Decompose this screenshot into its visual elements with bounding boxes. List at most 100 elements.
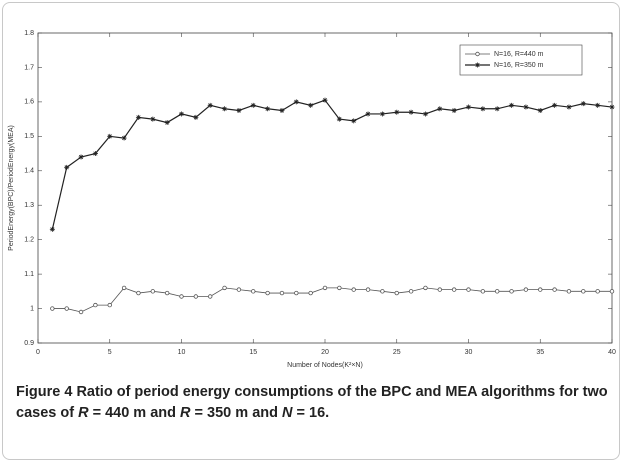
marker (365, 287, 371, 292)
marker (236, 108, 242, 113)
caption-text: = 440 m and (88, 405, 181, 421)
marker (121, 285, 127, 291)
marker (179, 294, 184, 299)
x-tick-label: 10 (178, 349, 186, 356)
y-tick-label: 0.9 (24, 340, 34, 347)
marker (222, 106, 228, 112)
marker (322, 97, 328, 103)
marker (265, 106, 271, 112)
marker (337, 285, 342, 291)
marker (193, 114, 199, 120)
x-tick-label: 20 (321, 349, 329, 356)
legend-box (459, 44, 583, 76)
marker (179, 111, 184, 117)
y-axis-label: PeriodEnergy(BPC)/PeriodEnergy(MEA) (8, 125, 15, 251)
marker (566, 104, 572, 110)
marker (537, 108, 543, 113)
caption: Figure 4 Ratio of period energy consumpt… (16, 382, 612, 424)
marker (279, 108, 285, 113)
marker (480, 289, 486, 294)
marker (437, 287, 442, 292)
marker (394, 109, 400, 115)
caption-text: R (180, 405, 191, 421)
marker (595, 289, 600, 294)
marker (150, 116, 156, 122)
marker (250, 102, 256, 108)
marker (64, 164, 70, 170)
marker (293, 99, 299, 105)
caption-text: = 350 m and (190, 405, 283, 421)
marker (92, 151, 98, 157)
marker (466, 287, 471, 292)
y-tick-label: 1.8 (24, 30, 34, 37)
marker (279, 290, 285, 296)
marker (64, 306, 69, 311)
marker (308, 290, 313, 296)
marker (136, 290, 141, 296)
x-axis-label: Number of Nodes(K²×N) (287, 362, 363, 369)
chart: PeriodEnergy(BPC)/PeriodEnergy(MEA) Numb… (8, 30, 616, 369)
marker (595, 102, 601, 108)
y-tick-label: 1.6 (24, 99, 34, 106)
x-tick-label: 35 (536, 349, 544, 356)
marker (121, 135, 127, 141)
marker (251, 289, 256, 294)
marker (394, 290, 399, 296)
y-tick-label: 1 (30, 305, 34, 312)
caption-text: Ratio of period energy consumptions of t… (16, 384, 608, 421)
plot-area (37, 32, 613, 344)
marker (552, 102, 558, 108)
marker (609, 289, 615, 294)
marker (135, 114, 141, 120)
caption-text: N (282, 405, 293, 421)
marker (164, 120, 170, 126)
marker (552, 287, 557, 292)
y-tick-label: 1.4 (24, 168, 34, 175)
x-tick-label: 5 (108, 349, 112, 356)
marker (351, 118, 357, 124)
marker (294, 290, 299, 296)
series-line (51, 99, 613, 230)
y-tick-label: 1.7 (24, 64, 34, 71)
caption-text: R (78, 405, 89, 421)
marker (495, 289, 500, 294)
marker (93, 302, 98, 308)
marker (475, 51, 480, 57)
caption-label: Figure 4 (16, 384, 73, 400)
marker (523, 287, 529, 292)
marker (107, 302, 112, 308)
marker (164, 290, 170, 296)
y-tick-label: 1.5 (24, 133, 34, 140)
marker (437, 106, 443, 112)
x-tick-label: 40 (608, 349, 616, 356)
marker (265, 290, 270, 296)
marker (78, 309, 84, 315)
marker (408, 289, 414, 294)
marker (451, 287, 457, 292)
y-tick-label: 1.3 (24, 202, 34, 209)
marker (523, 104, 529, 110)
y-tick-label: 1.1 (24, 271, 34, 278)
x-tick-label: 30 (465, 349, 473, 356)
marker (380, 289, 385, 294)
marker (451, 108, 457, 113)
marker (379, 111, 385, 117)
marker (78, 154, 84, 160)
marker (49, 226, 55, 232)
marker (193, 294, 199, 299)
marker (107, 133, 113, 139)
legend-label: N=16, R=440 m (494, 51, 544, 58)
x-tick-label: 0 (36, 349, 40, 356)
marker (322, 285, 328, 291)
legend-label: N=16, R=350 m (494, 62, 544, 69)
marker (480, 106, 486, 112)
marker (207, 294, 213, 299)
marker (422, 111, 428, 117)
marker (475, 62, 480, 68)
marker (150, 289, 155, 294)
marker (308, 102, 314, 108)
caption-text: = 16. (292, 405, 330, 421)
marker (566, 289, 572, 294)
marker (222, 285, 227, 291)
marker (509, 102, 515, 108)
